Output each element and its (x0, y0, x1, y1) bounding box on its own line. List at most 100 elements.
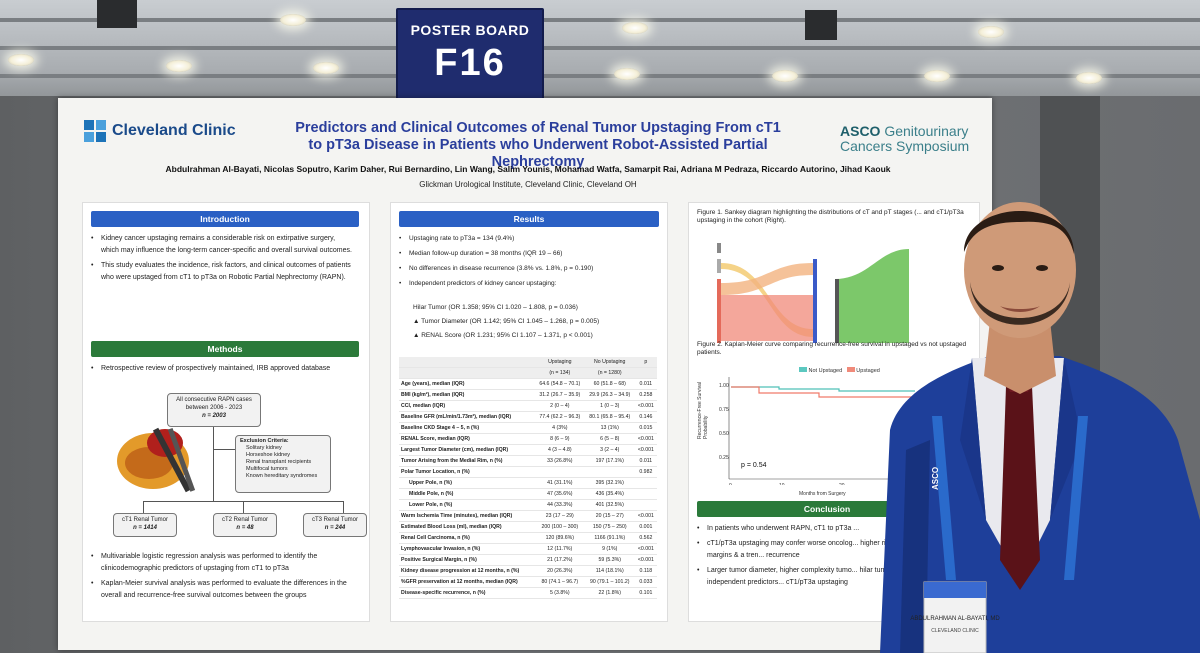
table-cell (534, 466, 585, 478)
flow-ct2-box: cT2 Renal Tumor n = 48 (213, 513, 277, 537)
asco-subtitle: Cancers Symposium (840, 138, 970, 154)
km-pvalue: p = 0.54 (741, 462, 767, 469)
exclusion-item: Known hereditary syndromes (246, 473, 318, 479)
table-cell: 0.118 (634, 565, 657, 577)
legend-swatch-not-upstaged (799, 367, 807, 372)
table-cell: 44 (33.3%) (534, 499, 585, 511)
results-table: Upstaging No Upstaging p (n = 134) (n = 1280… (399, 357, 657, 599)
presenter-person: ABDULRAHMAN AL-BAYATI, MD CLEVELAND CLIN… (880, 202, 1200, 653)
xtick: 20 (839, 483, 845, 485)
table-cell: Upstaging (534, 357, 585, 368)
table-row: Largest Tumor Diameter (cm), median (IQR… (399, 444, 657, 456)
methods-header: Methods (91, 341, 359, 357)
table-cell: 33 (26.8%) (534, 455, 585, 467)
results-bullets: Upstaging rate to pT3a = 134 (9.4%) Medi… (399, 233, 661, 293)
asco-word: ASCO (840, 123, 881, 139)
results-column: Results Upstaging rate to pT3a = 134 (9.… (390, 202, 668, 622)
table-cell: <0.001 (634, 400, 657, 412)
table-cell: 21 (17.2%) (534, 554, 585, 566)
clinic-name: Cleveland Clinic (112, 122, 236, 139)
table-cell: (n = 1280) (584, 367, 635, 379)
table-row-label: Tumor Arising from the Medial Rim, n (%) (399, 455, 535, 467)
author-list: Abdulrahman Al-Bayati, Nicolas Soputro, … (165, 164, 891, 174)
table-cell: 395 (32.1%) (584, 477, 635, 489)
table-row-label (399, 367, 535, 379)
ceiling (0, 0, 1200, 100)
table-row: Baseline CKD Stage 4 – 5, n (%) 4 (3%) 13 … (399, 422, 657, 434)
table-cell: 6 (5 – 8) (584, 433, 635, 445)
table-row: Baseline GFR (mL/min/1.73m²), median (IQ… (399, 411, 657, 423)
table-cell: 0.033 (634, 576, 657, 588)
table-cell: 200 (100 – 300) (534, 521, 585, 533)
table-cell: 47 (35.6%) (534, 488, 585, 500)
ceiling-light (924, 70, 950, 82)
xtick: 10 (779, 483, 785, 485)
poster-board-sign: POSTER BOARD F16 (396, 8, 544, 104)
ceiling-light (166, 60, 192, 72)
left-column: Introduction Kidney cancer upstaging rem… (82, 202, 370, 622)
flow-ct1-box: cT1 Renal Tumor n = 1414 (113, 513, 177, 537)
sign-label: POSTER BOARD (410, 22, 530, 38)
table-row-label: %GFR preservation at 12 months, median (… (399, 576, 535, 588)
flow-connector (213, 427, 214, 501)
table-cell: <0.001 (634, 554, 657, 566)
table-cell: 31.2 (26.7 – 35.9) (534, 389, 585, 401)
exclusion-item: Renal transplant recipients (246, 459, 312, 465)
speaker (805, 10, 837, 40)
table-cell: 5 (3.8%) (534, 587, 585, 599)
table-row-label: Positive Surgical Margin, n (%) (399, 554, 535, 566)
flow-connector (213, 449, 235, 450)
table-cell: 29.9 (26.3 – 34.9) (584, 389, 635, 401)
ceiling-light (614, 68, 640, 80)
results-bullet: Median follow-up duration = 38 months (I… (399, 248, 661, 260)
table-row-label: Polar Tumor Location, n (%) (399, 466, 535, 478)
results-header: Results (399, 211, 659, 227)
exclusion-title: Exclusion Criteria: (240, 438, 289, 444)
table-cell: 0.562 (634, 532, 657, 544)
results-bullet: Independent predictors of kidney cancer … (399, 278, 661, 290)
table-row-label (399, 357, 535, 368)
kidney-robot-illustration (117, 427, 196, 493)
table-cell: 2 (0 – 4) (534, 400, 585, 412)
table-row-label: Age (years), median (IQR) (399, 378, 535, 390)
introduction-header: Introduction (91, 211, 359, 227)
asco-word-2: Genitourinary (884, 123, 969, 139)
table-cell (634, 499, 657, 511)
table-cell (634, 488, 657, 500)
methods-bullet-top: Retrospective review of prospectively ma… (91, 363, 353, 378)
truss (0, 18, 1200, 22)
legend-label: Not Upstaged (808, 368, 843, 374)
ceiling-light (313, 62, 339, 74)
table-row-label: Baseline CKD Stage 4 – 5, n (%) (399, 422, 535, 434)
table-row-label: Middle Pole, n (%) (399, 488, 535, 500)
legend-label: Upstaged (856, 368, 880, 374)
table-row-label: Lower Pole, n (%) (399, 499, 535, 511)
legend-swatch-upstaged (846, 367, 855, 372)
poster-title: Predictors and Clinical Outcomes of Rena… (295, 120, 781, 170)
table-row: Renal Cell Carcinoma, n (%) 120 (89.6%) 11… (399, 532, 657, 544)
table-row: Lymphovascular Invasion, n (%) 12 (11.7%)… (399, 543, 657, 555)
table-row: Estimated Blood Loss (ml), median (IQR) 2… (399, 521, 657, 533)
table-row: Positive Surgical Margin, n (%) 21 (17.2%… (399, 554, 657, 566)
predictor-item: ▲ Tumor Diameter (OR 1.142; 95% CI 1.045… (413, 318, 600, 325)
table-row-label: Disease-specific recurrence, n (%) (399, 587, 535, 599)
flow-connector (243, 501, 244, 513)
ceiling-light (8, 54, 34, 66)
km-legend: Not Upstaged Upstaged (799, 367, 880, 374)
table-cell: 401 (32.5%) (584, 499, 635, 511)
table-cell: 60 (51.8 – 68) (584, 378, 635, 390)
methods-bullet: Multivariable logistic regression analys… (91, 551, 353, 575)
table-cell: 1 (0 – 3) (584, 400, 635, 412)
table-cell (634, 477, 657, 489)
table-header-row: Upstaging No Upstaging p (399, 357, 657, 368)
table-cell: 23 (17 – 29) (534, 510, 585, 522)
table-row-label: Estimated Blood Loss (ml), median (IQR) (399, 521, 535, 533)
flow-all-cases: All consecutive RAPN cases between 2006 … (167, 393, 261, 427)
table-row-label: Largest Tumor Diameter (cm), median (IQR… (399, 444, 535, 456)
exclusion-item: Solitary kidney (246, 445, 282, 451)
conclusion-bullet: cT1/pT3a upstaging may confer worse onco… (697, 538, 967, 562)
methods-bullet: Kaplan-Meier survival analysis was perfo… (91, 578, 353, 602)
conclusion-bullets: In patients who underwent RAPN, cT1 to p… (697, 523, 967, 592)
badge-org: CLEVELAND CLINIC (931, 628, 979, 634)
truss (0, 46, 1200, 50)
